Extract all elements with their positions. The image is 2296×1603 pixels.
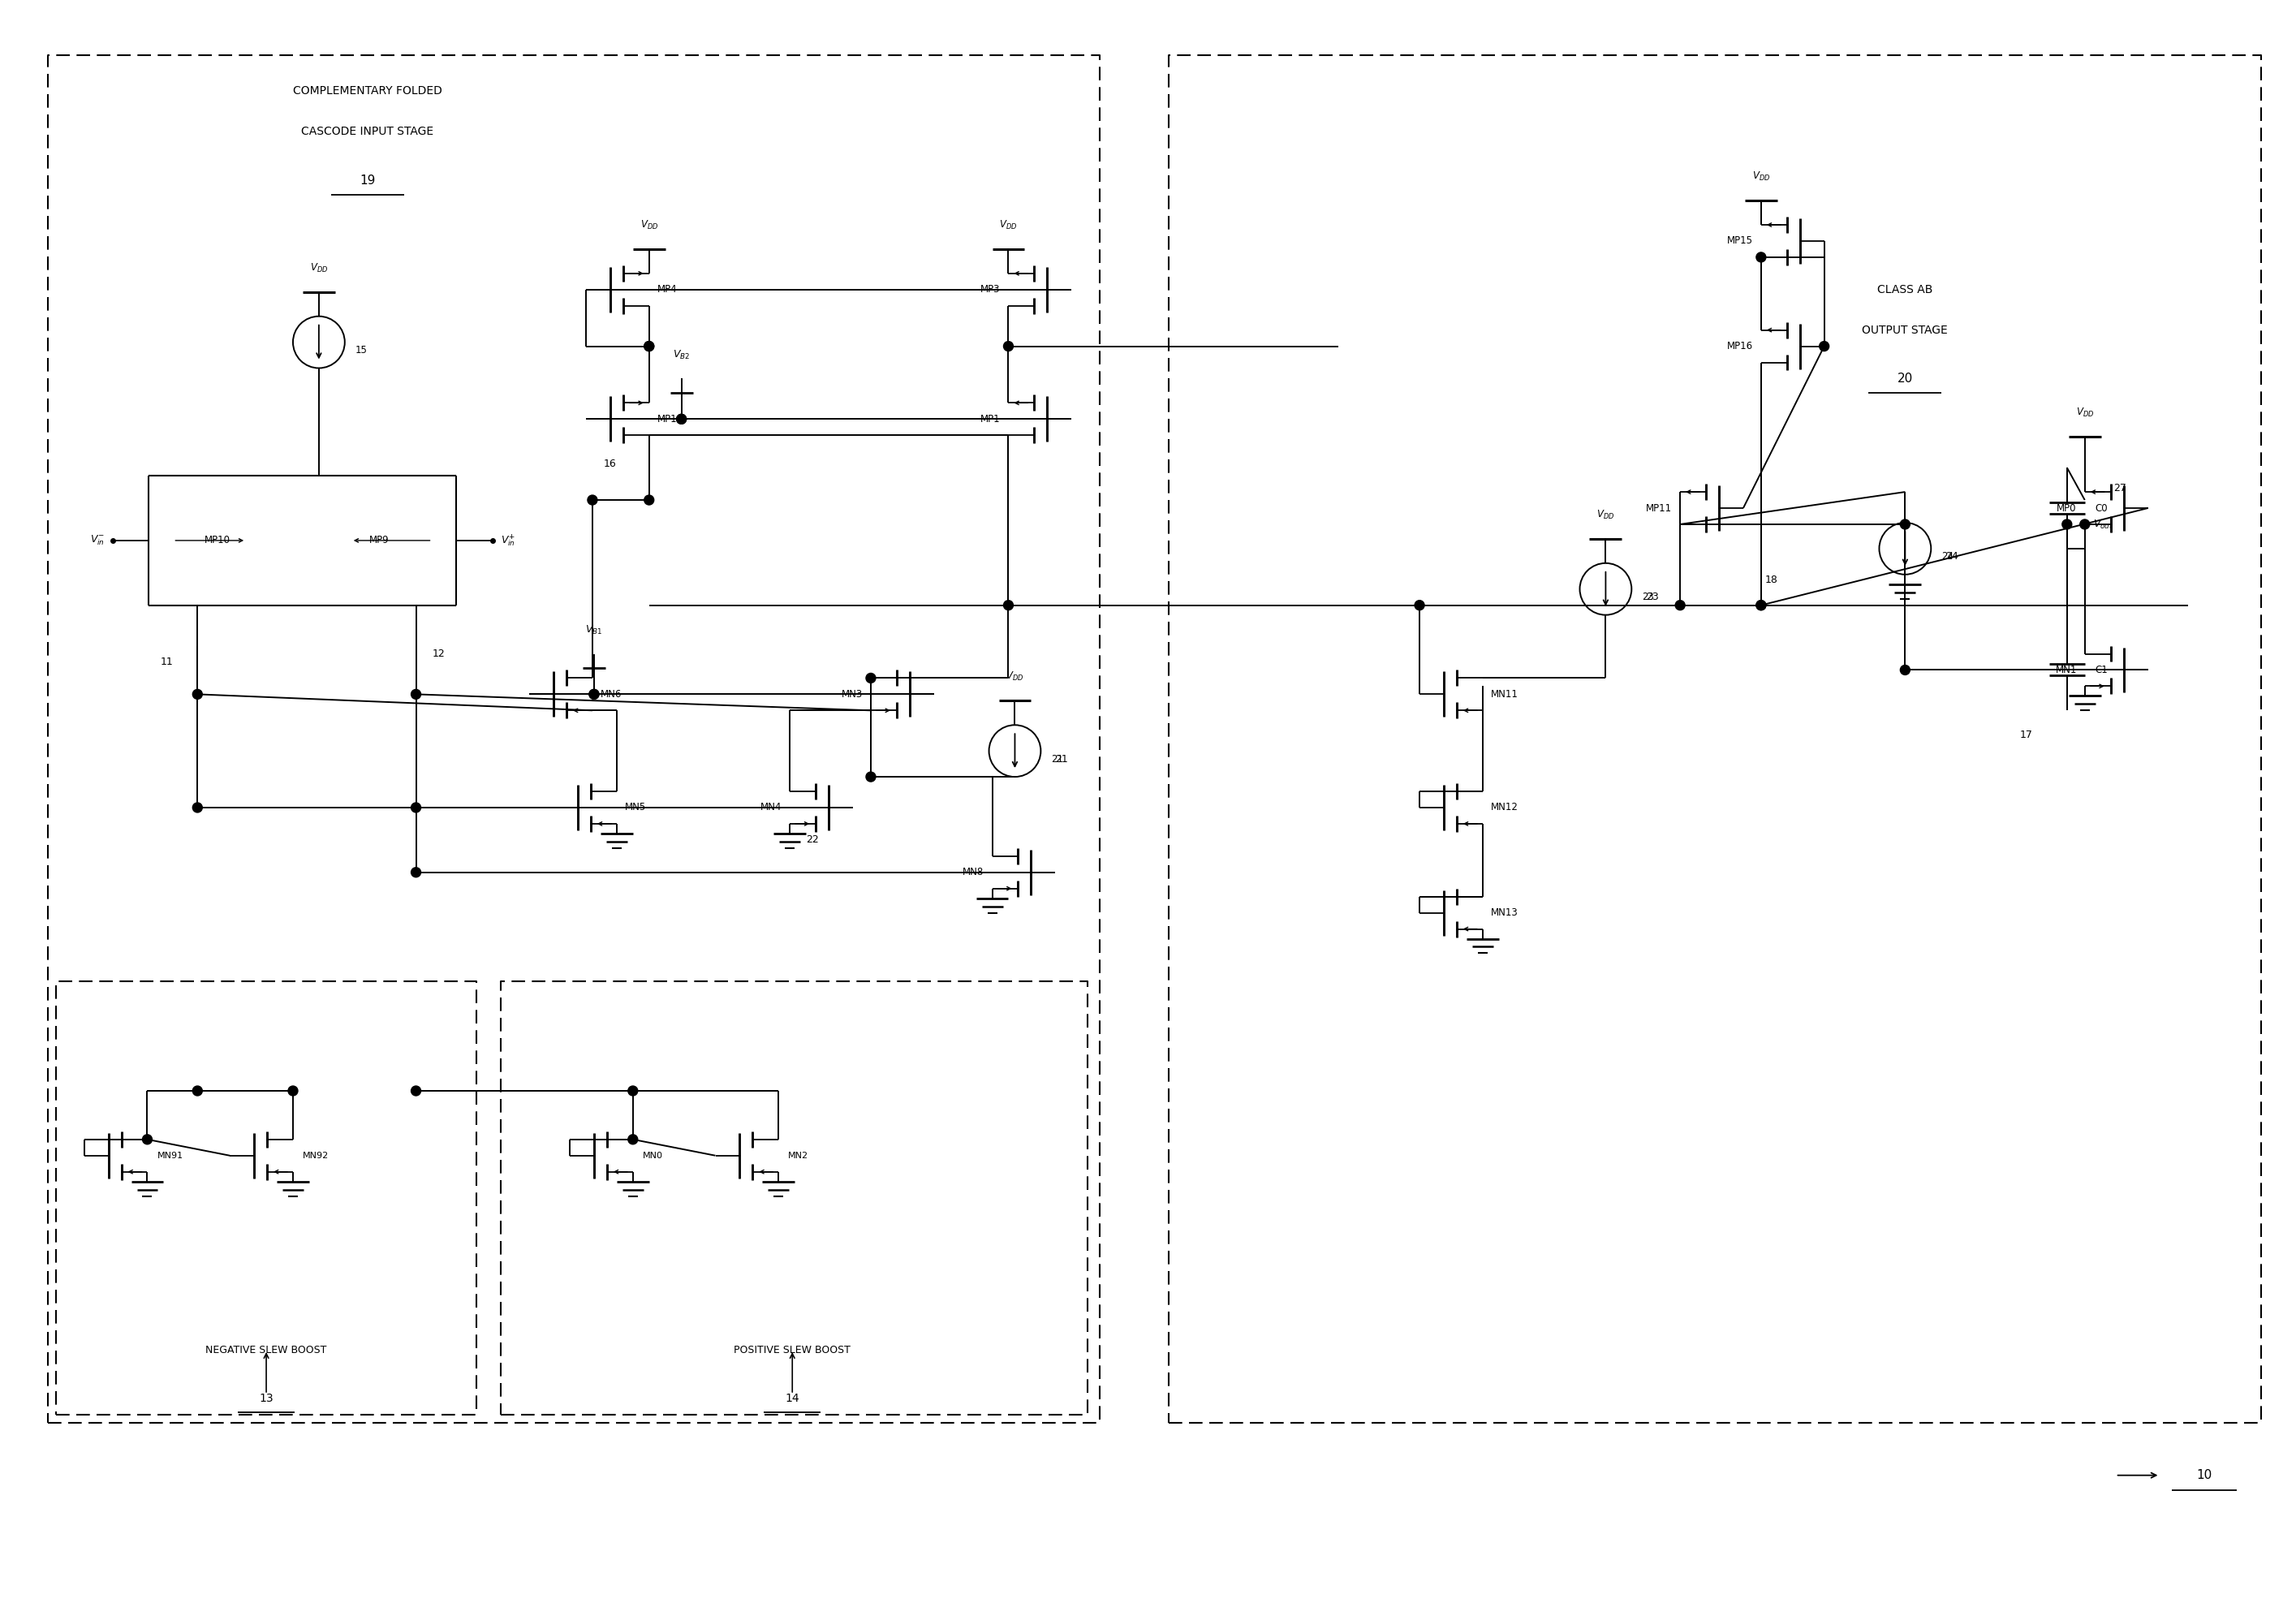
- Text: MN4: MN4: [760, 802, 781, 813]
- Text: MN92: MN92: [303, 1151, 328, 1159]
- Text: 24: 24: [1942, 551, 1954, 563]
- Text: C0: C0: [2096, 503, 2108, 513]
- Circle shape: [193, 803, 202, 813]
- Text: 24: 24: [1945, 551, 1958, 563]
- Text: MP16: MP16: [1727, 341, 1752, 351]
- Circle shape: [1676, 601, 1685, 611]
- Text: 14: 14: [785, 1393, 799, 1404]
- Circle shape: [677, 414, 687, 423]
- Text: $V_{B2}$: $V_{B2}$: [673, 348, 691, 361]
- Text: 15: 15: [356, 345, 367, 356]
- Circle shape: [1901, 519, 1910, 529]
- Text: $V_{B1}$: $V_{B1}$: [585, 624, 602, 636]
- Circle shape: [142, 1135, 152, 1145]
- Text: MP15: MP15: [1727, 236, 1752, 247]
- Text: 23: 23: [1646, 592, 1660, 603]
- Text: 20: 20: [1896, 372, 1913, 385]
- Circle shape: [411, 867, 420, 877]
- Circle shape: [1756, 601, 1766, 611]
- Text: $V_{DD}$: $V_{DD}$: [1752, 170, 1770, 183]
- Circle shape: [590, 689, 599, 699]
- Circle shape: [645, 341, 654, 351]
- Text: 10: 10: [2197, 1470, 2213, 1481]
- Circle shape: [645, 495, 654, 505]
- Circle shape: [629, 1085, 638, 1096]
- Text: NEGATIVE SLEW BOOST: NEGATIVE SLEW BOOST: [207, 1345, 326, 1355]
- Text: CLASS AB: CLASS AB: [1878, 284, 1933, 295]
- Circle shape: [1901, 665, 1910, 675]
- Text: MP14: MP14: [657, 414, 684, 425]
- Circle shape: [588, 495, 597, 505]
- Text: MN5: MN5: [625, 802, 645, 813]
- Circle shape: [2062, 519, 2071, 529]
- Text: MP4: MP4: [657, 284, 677, 295]
- Text: 12: 12: [432, 649, 445, 659]
- Text: $V_{DD}$: $V_{DD}$: [1596, 508, 1614, 521]
- Text: 23: 23: [1642, 592, 1653, 603]
- Text: MP11: MP11: [1646, 503, 1671, 513]
- Circle shape: [2080, 519, 2089, 529]
- Text: COMPLEMENTARY FOLDED: COMPLEMENTARY FOLDED: [294, 85, 443, 96]
- Text: 21: 21: [1052, 753, 1063, 765]
- Circle shape: [1003, 601, 1013, 611]
- Text: MN91: MN91: [156, 1151, 184, 1159]
- Text: $V_{in}^{+}$: $V_{in}^{+}$: [501, 532, 517, 548]
- Text: POSITIVE SLEW BOOST: POSITIVE SLEW BOOST: [735, 1345, 852, 1355]
- Text: MP3: MP3: [980, 284, 1001, 295]
- Circle shape: [411, 1085, 420, 1096]
- Text: 13: 13: [259, 1393, 273, 1404]
- Circle shape: [1756, 252, 1766, 261]
- Text: MN13: MN13: [1490, 907, 1518, 919]
- Text: 19: 19: [360, 175, 374, 186]
- Text: CASCODE INPUT STAGE: CASCODE INPUT STAGE: [301, 127, 434, 138]
- Circle shape: [645, 341, 654, 351]
- Circle shape: [1756, 601, 1766, 611]
- Text: MN11: MN11: [1490, 689, 1518, 699]
- Text: MP10: MP10: [204, 535, 230, 545]
- Text: $V_{DD}$: $V_{DD}$: [999, 220, 1017, 231]
- Circle shape: [866, 773, 875, 782]
- Circle shape: [1818, 341, 1830, 351]
- Circle shape: [287, 1085, 298, 1096]
- Text: MN12: MN12: [1490, 802, 1518, 813]
- Text: OUTPUT STAGE: OUTPUT STAGE: [1862, 324, 1947, 335]
- Text: MN6: MN6: [602, 689, 622, 699]
- Text: $V_{out}$: $V_{out}$: [2094, 518, 2112, 531]
- Circle shape: [193, 1085, 202, 1096]
- Circle shape: [411, 689, 420, 699]
- Text: 16: 16: [604, 458, 618, 468]
- Text: MN8: MN8: [962, 867, 985, 877]
- Circle shape: [411, 803, 420, 813]
- Text: 11: 11: [161, 657, 172, 667]
- Text: MN1: MN1: [2055, 665, 2076, 675]
- Text: MP1: MP1: [980, 414, 1001, 425]
- Circle shape: [1003, 341, 1013, 351]
- Text: MN3: MN3: [840, 689, 863, 699]
- Circle shape: [677, 414, 687, 423]
- Text: 22: 22: [806, 835, 820, 845]
- Text: MP0: MP0: [2057, 503, 2076, 513]
- Circle shape: [193, 689, 202, 699]
- Circle shape: [629, 1135, 638, 1145]
- Text: MN0: MN0: [643, 1151, 664, 1159]
- Text: MN2: MN2: [788, 1151, 808, 1159]
- Text: $V_{DD}$: $V_{DD}$: [641, 220, 659, 231]
- Text: 21: 21: [1056, 753, 1068, 765]
- Text: $V_{DD}$: $V_{DD}$: [1006, 670, 1024, 683]
- Circle shape: [1414, 601, 1424, 611]
- Text: $V_{DD}$: $V_{DD}$: [2076, 407, 2094, 418]
- Circle shape: [866, 673, 875, 683]
- Text: $V_{DD}$: $V_{DD}$: [310, 261, 328, 274]
- Text: 18: 18: [1766, 574, 1777, 585]
- Text: 27: 27: [2112, 483, 2126, 494]
- Text: MP9: MP9: [370, 535, 390, 545]
- Circle shape: [590, 689, 599, 699]
- Text: $V_{in}^{-}$: $V_{in}^{-}$: [90, 534, 103, 547]
- Text: 17: 17: [2020, 729, 2032, 741]
- Text: C1: C1: [2096, 665, 2108, 675]
